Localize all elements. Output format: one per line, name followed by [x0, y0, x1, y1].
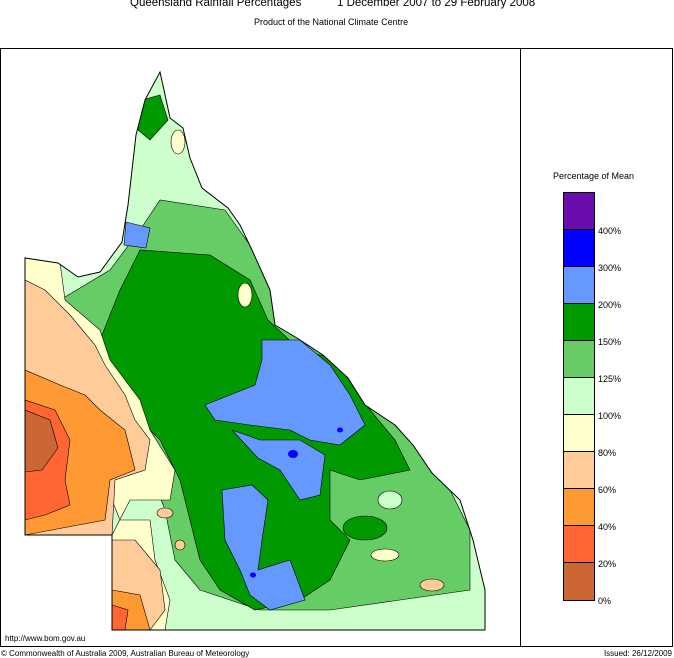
legend-title: Percentage of Mean — [553, 171, 635, 181]
legend-label: 20% — [598, 559, 617, 569]
legend-label: 400% — [598, 226, 622, 236]
legend-label: 100% — [598, 411, 622, 421]
legend-label: 40% — [598, 522, 617, 532]
legend-label: 200% — [598, 300, 622, 310]
footer-copyright: © Commonwealth of Australia 2009, Austra… — [1, 649, 250, 658]
legend-colour-bar — [563, 192, 595, 601]
footer-url: http://www.bom.gov.au — [5, 634, 86, 643]
legend-swatch — [564, 526, 594, 563]
legend-label: 80% — [598, 448, 617, 458]
legend-swatch — [564, 193, 594, 230]
legend-swatch — [564, 230, 594, 267]
legend-swatch — [564, 378, 594, 415]
title-period: 1 December 2007 to 29 February 2008 — [337, 0, 536, 9]
legend-swatch — [564, 452, 594, 489]
legend-swatch — [564, 304, 594, 341]
legend-swatch — [564, 563, 594, 600]
legend-swatch — [564, 267, 594, 304]
legend-label: 150% — [598, 337, 622, 347]
map-subtitle: Product of the National Climate Centre — [254, 17, 409, 27]
legend-label: 300% — [598, 263, 622, 273]
legend-swatch — [564, 341, 594, 378]
legend-label: 125% — [598, 374, 622, 384]
title-main: Queensland Rainfall Percentages — [130, 0, 302, 9]
footer-issued-date: Issued: 26/12/2009 — [603, 649, 672, 658]
legend-label: 60% — [598, 485, 617, 495]
legend-swatch — [564, 489, 594, 526]
legend-label: 0% — [598, 596, 612, 606]
legend-swatch — [564, 415, 594, 452]
map-frame — [0, 48, 673, 647]
queensland-rainfall-map — [24, 70, 486, 631]
legend-divider — [520, 48, 521, 647]
